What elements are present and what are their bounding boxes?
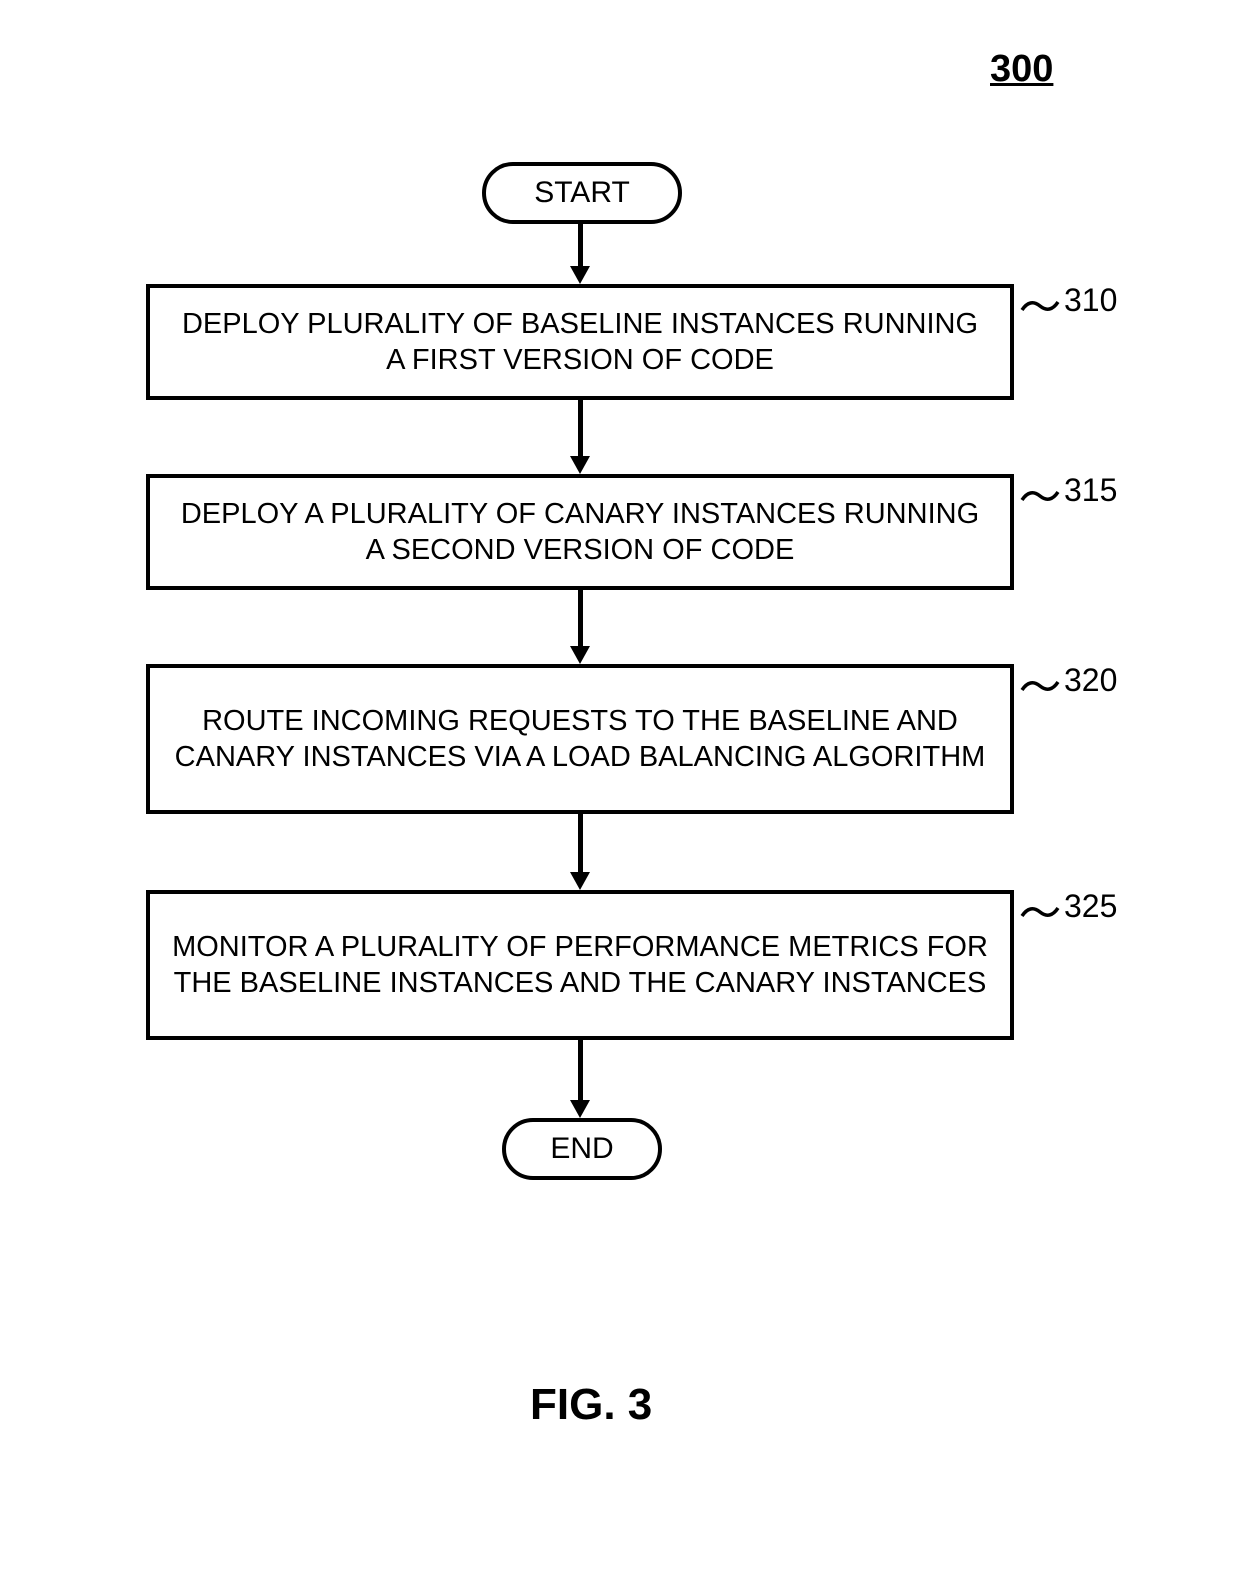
step-315: DEPLOY A PLURALITY OF CANARY INSTANCES R… [146,474,1014,590]
ref-315: 315 [1064,472,1117,509]
arrow-head [570,872,590,890]
arrow-head [570,646,590,664]
step-325-text: MONITOR A PLURALITY OF PERFORMANCE METRI… [170,929,990,1002]
arrow [578,1040,583,1100]
arrow [578,224,583,266]
figure-number: 300 [990,48,1053,91]
leader-tilde [1020,486,1060,506]
arrow [578,400,583,456]
leader-tilde [1020,902,1060,922]
step-320-text: ROUTE INCOMING REQUESTS TO THE BASELINE … [170,703,990,776]
arrow-head [570,1100,590,1118]
end-node: END [502,1118,662,1180]
arrow [578,814,583,872]
step-315-text: DEPLOY A PLURALITY OF CANARY INSTANCES R… [170,496,990,569]
ref-310: 310 [1064,282,1117,319]
end-label: END [550,1132,613,1166]
figure-caption: FIG. 3 [530,1380,652,1430]
step-310-text: DEPLOY PLURALITY OF BASELINE INSTANCES R… [170,306,990,379]
ref-325: 325 [1064,888,1117,925]
start-label: START [534,176,630,210]
arrow-head [570,266,590,284]
ref-320: 320 [1064,662,1117,699]
flowchart-canvas: 300 START DEPLOY PLURALITY OF BASELINE I… [0,0,1240,1594]
leader-tilde [1020,676,1060,696]
step-325: MONITOR A PLURALITY OF PERFORMANCE METRI… [146,890,1014,1040]
step-320: ROUTE INCOMING REQUESTS TO THE BASELINE … [146,664,1014,814]
arrow [578,590,583,646]
arrow-head [570,456,590,474]
step-310: DEPLOY PLURALITY OF BASELINE INSTANCES R… [146,284,1014,400]
start-node: START [482,162,682,224]
leader-tilde [1020,296,1060,316]
